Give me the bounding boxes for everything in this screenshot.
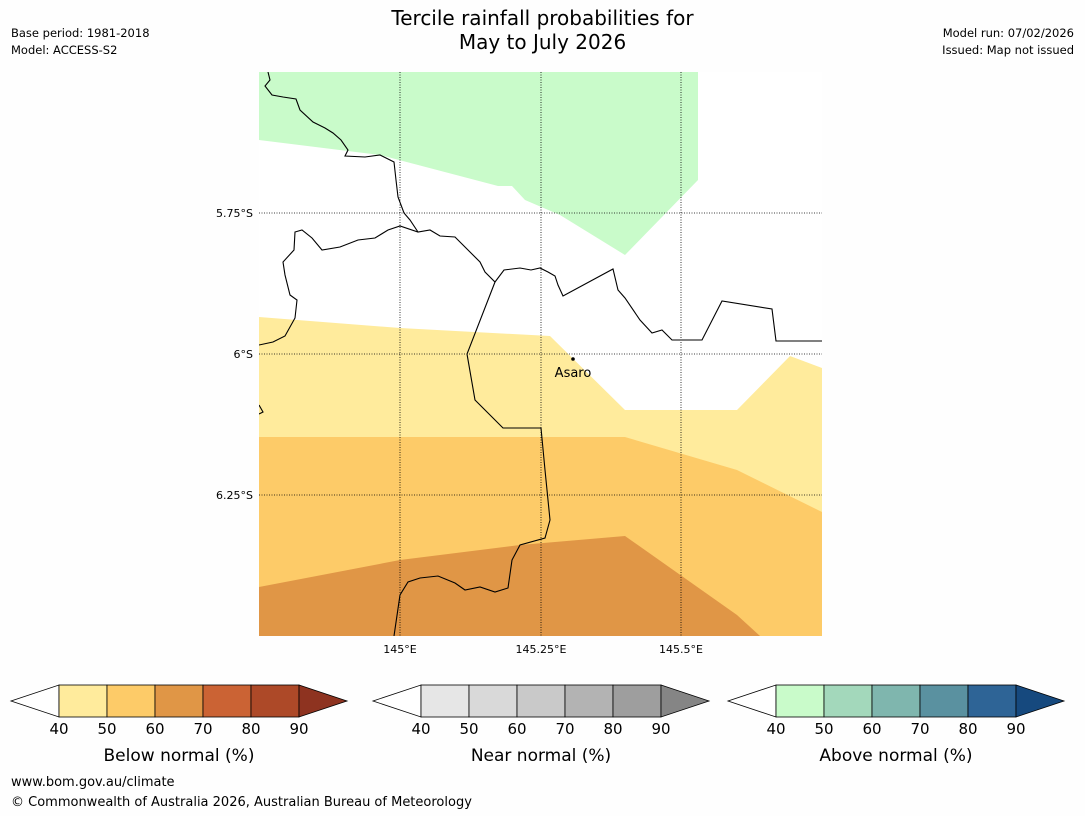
- boundary-central-west: [259, 225, 822, 346]
- base-period: Base period: 1981-2018: [11, 26, 150, 40]
- legend-near-normal-swatch-1: [420, 684, 470, 718]
- legend-below-normal-swatch-4: [202, 684, 252, 718]
- above-normal-40-50-region: [259, 72, 698, 255]
- legend-below-normal-tick-70: 70: [193, 720, 212, 738]
- title-line-1: Tercile rainfall probabilities for: [391, 6, 694, 30]
- legend-above-normal: 40 50 60 70 80 90 Above normal (%): [726, 684, 1066, 766]
- boundary-north: [264, 72, 419, 233]
- legend-near-normal-swatch-4: [564, 684, 614, 718]
- lon-label-145: 145°E: [383, 643, 416, 656]
- legend-above-normal-swatch-4: [919, 684, 969, 718]
- legend-above-normal-tick-40: 40: [766, 720, 785, 738]
- model-run: Model run: 07/02/2026: [942, 26, 1074, 40]
- model-name: Model: ACCESS-S2: [11, 43, 118, 57]
- forecast-map: Asaro 5.75°S 6°S 6.25°S 145°E 145.25°E 1…: [216, 72, 822, 656]
- legend-above-normal-tick-50: 50: [814, 720, 833, 738]
- title-line-2: May to July 2026: [458, 30, 627, 54]
- legend-below-normal-swatch-2: [106, 684, 156, 718]
- legend-near-normal-swatch-2: [468, 684, 518, 718]
- footer-copyright: © Commonwealth of Australia 2026, Austra…: [11, 795, 472, 810]
- lat-label-6: 6°S: [234, 348, 253, 361]
- legend-below-normal-swatch-0: [9, 684, 60, 718]
- legend-near-normal-swatch-0: [371, 684, 422, 718]
- legend-near-normal-tick-40: 40: [411, 720, 430, 738]
- legend-below-normal-title: Below normal (%): [104, 746, 255, 766]
- below-normal-60-70-region: [259, 536, 760, 636]
- legend-above-normal-title: Above normal (%): [819, 746, 972, 766]
- page-title: Tercile rainfall probabilities for May t…: [0, 6, 1085, 54]
- legend-below-normal: 40 50 60 70 80 90 Below normal (%): [9, 684, 349, 766]
- legend-near-normal-title: Near normal (%): [471, 746, 611, 766]
- legend-near-normal-swatch-3: [516, 684, 566, 718]
- legend-near-normal-tick-60: 60: [507, 720, 526, 738]
- boundary-west-edge: [259, 404, 264, 415]
- legend-above-normal-tick-60: 60: [862, 720, 881, 738]
- boundary-central-south: [393, 281, 551, 636]
- legend-above-normal-tick-70: 70: [910, 720, 929, 738]
- legend-below-normal-swatch-6: [298, 684, 349, 718]
- legend-below-normal-swatch-5: [250, 684, 300, 718]
- legend-below-normal-tick-80: 80: [241, 720, 260, 738]
- legend-near-normal-swatch-6: [660, 684, 711, 718]
- legend-above-normal-swatch-5: [967, 684, 1017, 718]
- province-boundaries: [259, 72, 822, 636]
- legend-below-normal-swatch-3: [154, 684, 204, 718]
- legend-near-normal-swatch-5: [612, 684, 662, 718]
- legend-below-normal-swatch-1: [58, 684, 108, 718]
- legend-below-normal-tick-60: 60: [145, 720, 164, 738]
- legend-near-normal-tick-90: 90: [651, 720, 670, 738]
- legend-below-normal-tick-90: 90: [289, 720, 308, 738]
- legend-above-normal-swatch-2: [823, 684, 873, 718]
- legend-above-normal-swatch-1: [775, 684, 825, 718]
- legend-above-normal-swatch-0: [726, 684, 777, 718]
- graticule: [259, 72, 822, 636]
- lon-label-145-5: 145.5°E: [659, 643, 703, 656]
- lon-label-145-25: 145.25°E: [516, 643, 567, 656]
- footer-url[interactable]: www.bom.gov.au/climate: [11, 775, 175, 790]
- legend-below-normal-tick-40: 40: [49, 720, 68, 738]
- legend-near-normal-tick-70: 70: [555, 720, 574, 738]
- legend-above-normal-swatch-6: [1015, 684, 1066, 718]
- lat-label-6-25: 6.25°S: [216, 489, 253, 502]
- legend-near-normal-tick-50: 50: [459, 720, 478, 738]
- legend-near-normal-tick-80: 80: [603, 720, 622, 738]
- legend-near-normal: 40 50 60 70 80 90 Near normal (%): [371, 684, 711, 766]
- place-label-asaro: Asaro: [555, 366, 592, 381]
- legend-area: 40 50 60 70 80 90 Below normal (%) 40 50…: [9, 684, 1066, 766]
- legend-above-normal-tick-80: 80: [958, 720, 977, 738]
- lat-label-5-75: 5.75°S: [216, 207, 253, 220]
- legend-above-normal-swatch-3: [871, 684, 921, 718]
- asaro-marker: [571, 357, 575, 361]
- legend-below-normal-tick-50: 50: [97, 720, 116, 738]
- legend-above-normal-tick-90: 90: [1006, 720, 1025, 738]
- issued-status: Issued: Map not issued: [942, 43, 1074, 57]
